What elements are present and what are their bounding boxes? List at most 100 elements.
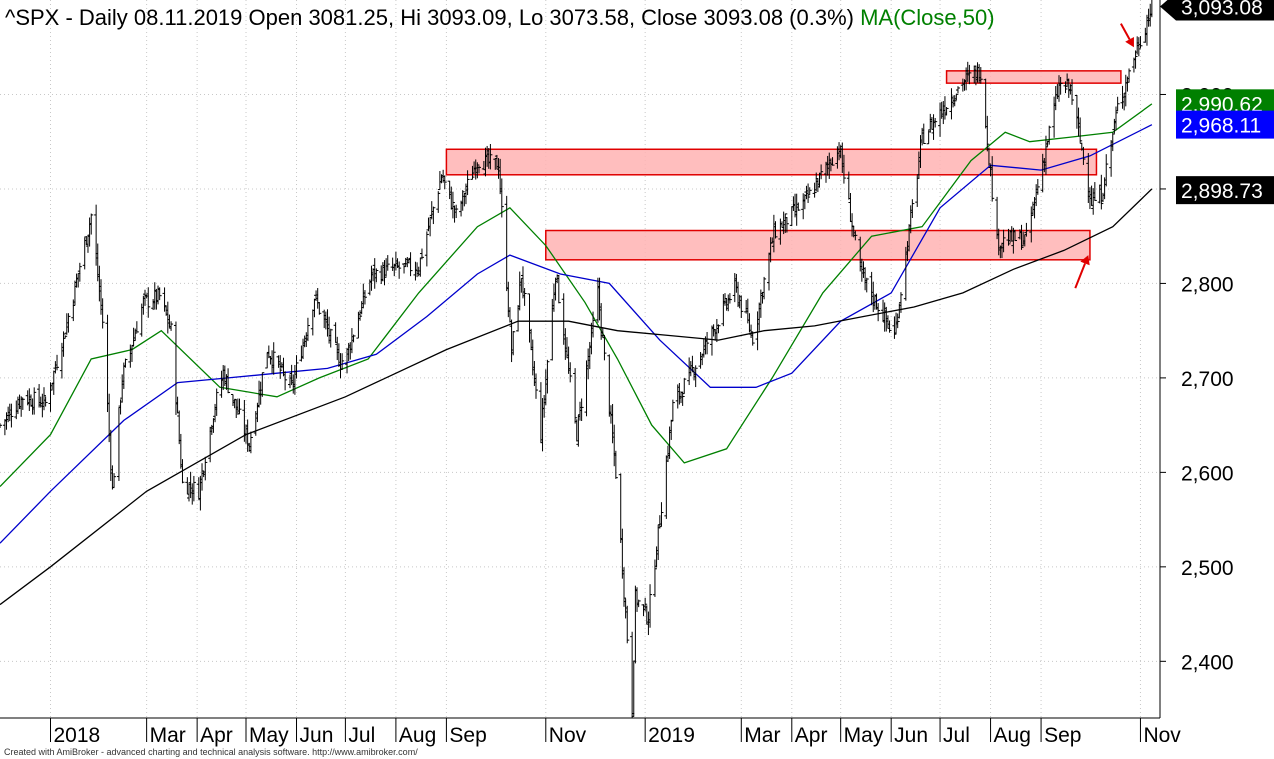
ohlc-bar [955,86,960,94]
ohlc-bar [235,398,240,415]
ohlc-bar [819,164,824,180]
ohlc-bar [853,230,858,241]
ohlc-bar [864,277,869,293]
value-label-bg [1176,176,1274,205]
date-text: - Daily 08.11.2019 [59,5,242,30]
ohlc-bar [488,143,493,170]
ohlc-bar [454,204,459,219]
ohlc-bar [967,64,972,85]
ohlc-bar [424,231,429,267]
annotation-arrows [1074,23,1134,289]
ohlc-bar [61,331,66,357]
ohlc-bar [773,221,778,239]
ohlc-bar [382,260,387,286]
ohlc-text: Open 3081.25, Hi 3093.09, Lo 3073.58, Cl… [242,5,854,30]
ohlc-bar [625,605,630,644]
ohlc-bar [169,321,174,331]
ohlc-bar [20,398,25,410]
ohlc-bar [682,378,687,395]
ohlc-bar [465,170,470,196]
arrow-annotation [1074,255,1090,289]
ohlc-bar [1104,154,1109,187]
resistance-zone [945,70,1122,84]
grid [0,0,1160,718]
ohlc-bar [534,373,539,399]
x-tick-label: Jun [894,724,928,747]
ohlc-bar [1013,229,1017,242]
ohlc-bar [419,248,424,260]
ohlc-bar [806,183,811,204]
ohlc-bar [591,311,596,338]
ohlc-bar [898,292,903,313]
y-tick-label: 2,400 [1181,651,1234,674]
ohlc-bar [1099,174,1104,210]
y-tick-label: 2,800 [1181,273,1234,296]
value-label-bg [1160,0,1274,21]
ohlc-bar [921,123,926,145]
ohlc-bar [248,431,253,454]
value-label-text: 3,093.08 [1181,0,1263,20]
x-tick-label: Sep [449,724,486,747]
ohlc-bar [397,261,402,279]
ohlc-bar [830,157,835,166]
value-label-text: 2,968.11 [1181,115,1261,138]
x-tick-label: Jul [943,724,970,747]
ohlc-bar [568,362,573,383]
ohlc-bar [876,303,881,322]
ohlc-bar [162,287,167,312]
x-tick-label: Mar [744,724,780,747]
ohlc-bar [784,217,789,233]
ohlc-bar [476,165,481,174]
ohlc-bar [431,206,436,225]
ohlc-bar [32,387,37,415]
ohlc-bar [1006,228,1011,246]
ohlc-bar [362,290,367,305]
ohlc-bar [579,398,584,422]
resistance-zones [445,70,1122,261]
value-label: 3,093.08 [1160,0,1274,21]
ohlc-bar [1149,0,1153,18]
ohlc-bar [636,599,641,608]
ohlc-bar [1081,146,1086,165]
x-tick-label: 2018 [54,724,101,747]
ohlc-bar [1092,182,1097,201]
ohlc-bar [157,287,162,301]
ohlc-bar [1047,125,1052,145]
symbol-text: ^SPX [5,5,60,30]
x-tick-label: Jul [348,724,375,747]
ohlc-bar [1029,206,1034,243]
ohlc-bar [283,371,288,391]
ohlc-bar [1136,37,1141,57]
arrow-head [1125,36,1134,48]
ohlc-bar [48,382,53,412]
y-tick-label: 2,500 [1181,557,1234,580]
ma200-line [0,188,1153,606]
ohlc-bar [705,331,710,355]
resistance-zone [445,148,1098,176]
ohlc-bar [602,334,607,361]
arrow-shaft [1120,23,1131,40]
ohlc-bar [328,328,333,348]
ohlc-bar [112,473,117,488]
ohlc-bar [1115,96,1120,112]
value-label: 2,898.73 [1176,176,1274,205]
ohlc-bar [63,335,68,339]
ohlc-bar [1138,36,1143,49]
arrow-head [1080,255,1090,266]
ohlc-bar [385,255,390,271]
ohlc-bar [910,199,915,218]
ohlc-bar [522,288,527,306]
x-tick-label: 2019 [648,724,695,747]
ohlc-bar [340,353,345,370]
x-axis: 2018 Mar Apr May Jun Jul Aug Sep Nov 2019 Mar Apr Ma… [50,718,1181,747]
x-tick-label: Jun [300,724,334,747]
ohlc-bar [985,115,990,152]
x-tick-label: Nov [1143,724,1181,747]
ohlc-bar [952,95,957,107]
price-bars [0,0,1153,718]
ohlc-bar [727,293,732,304]
ohlc-bar [260,372,265,397]
x-tick-label: Sep [1044,724,1081,747]
ohlc-bar [990,156,995,202]
ohlc-bar [271,342,276,375]
